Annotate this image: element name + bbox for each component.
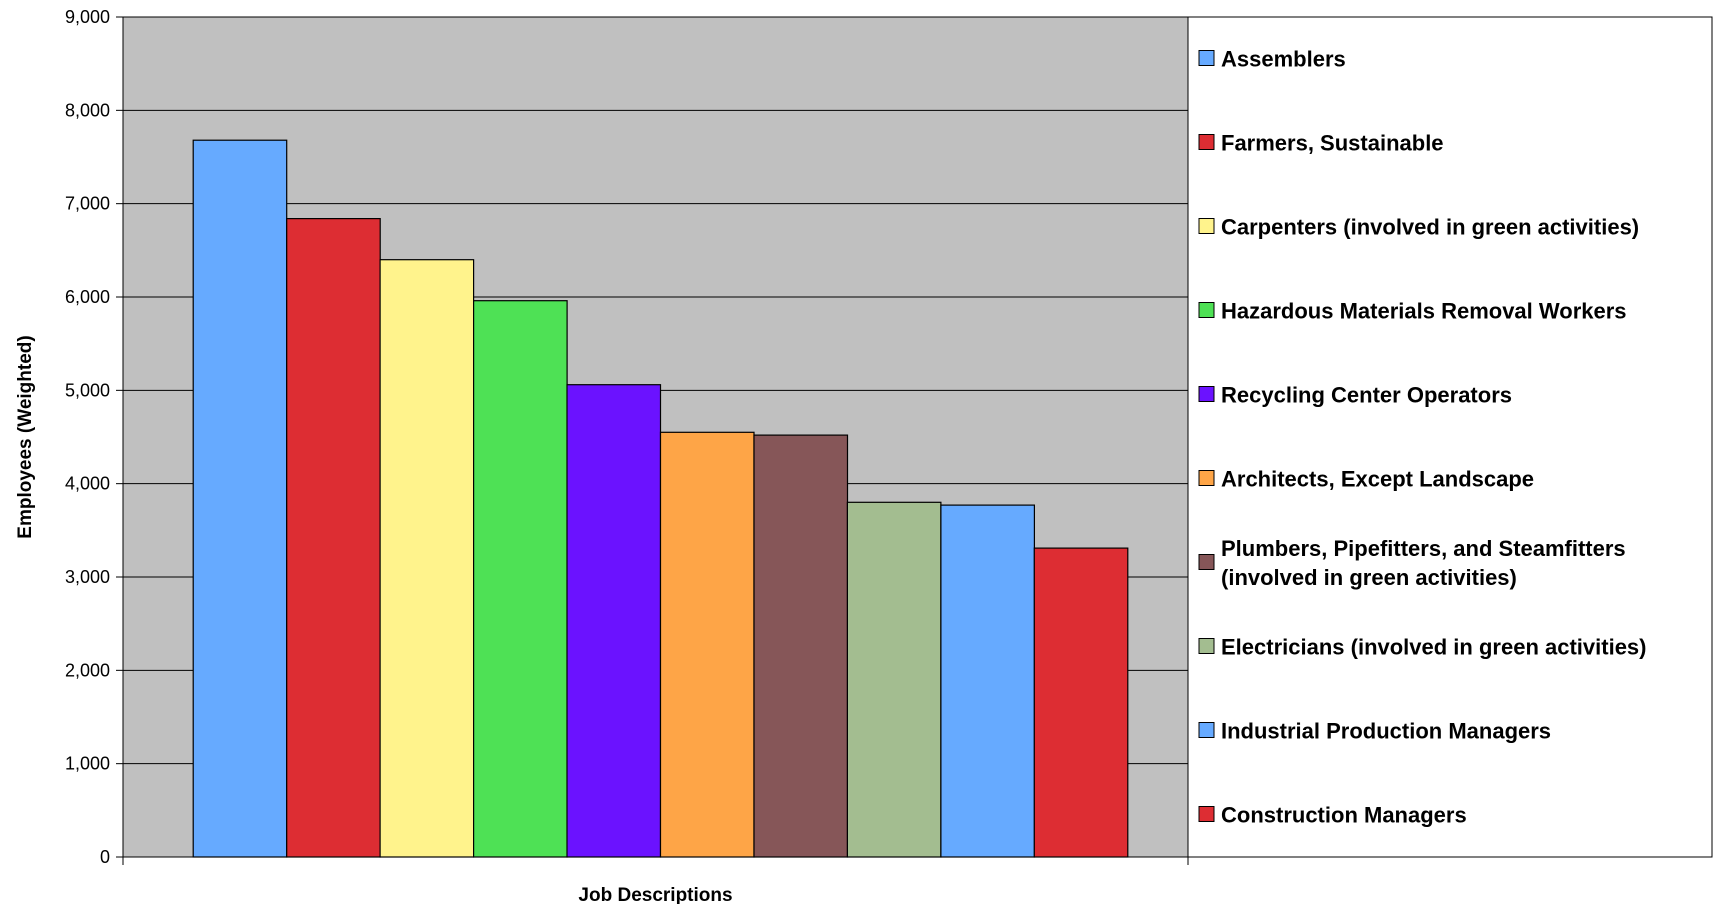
bar-3 xyxy=(379,259,475,858)
y-tick-label: 6,000 xyxy=(65,287,110,307)
legend-entries: Assemblers Farmers, Sustainable Carpenters… xyxy=(1198,47,1647,828)
legend-swatch xyxy=(1198,134,1215,150)
bars xyxy=(192,139,1129,858)
y-tick-label: 0 xyxy=(100,847,110,867)
y-tick-label: 7,000 xyxy=(65,194,110,214)
legend-swatch xyxy=(1198,302,1215,318)
legend-label: Construction Managers xyxy=(1221,803,1467,828)
bar-6 xyxy=(659,431,755,858)
y-tick-label: 5,000 xyxy=(65,380,110,400)
legend-label: Architects, Except Landscape xyxy=(1221,467,1534,492)
bar-5 xyxy=(566,384,662,858)
legend-label: Recycling Center Operators xyxy=(1221,383,1512,408)
legend-swatch xyxy=(1198,218,1215,234)
bar-2 xyxy=(286,218,381,858)
bar-7 xyxy=(753,434,849,858)
legend-label: (involved in green activities) xyxy=(1221,565,1517,590)
y-tick-label: 9,000 xyxy=(65,7,110,27)
axes xyxy=(116,16,1189,865)
legend-swatch xyxy=(1198,554,1215,570)
bar-8 xyxy=(846,501,942,858)
legend-swatch xyxy=(1198,386,1215,402)
legend-swatch xyxy=(1198,638,1215,654)
bar-1 xyxy=(192,139,288,858)
bar-9 xyxy=(940,504,1036,858)
legend-swatch xyxy=(1198,470,1215,486)
x-axis-title: Job Descriptions xyxy=(578,885,732,904)
y-tick-label: 4,000 xyxy=(65,474,110,494)
legend-label: Farmers, Sustainable xyxy=(1221,131,1444,156)
legend-label: Industrial Production Managers xyxy=(1221,719,1551,744)
legend-label: Assemblers xyxy=(1221,47,1346,72)
legend-swatch xyxy=(1198,806,1215,822)
legend-label: Carpenters (involved in green activities… xyxy=(1221,215,1639,240)
y-tick-label: 1,000 xyxy=(65,754,110,774)
y-tick-labels: 0 1,000 2,000 3,000 4,000 5,000 6,000 7,000 8,00… xyxy=(65,7,110,867)
y-tick-label: 2,000 xyxy=(65,660,110,680)
legend-label: Plumbers, Pipefitters, and Steamfitters xyxy=(1221,536,1626,561)
bar-10 xyxy=(1033,547,1129,858)
legend-swatch xyxy=(1198,722,1215,738)
legend-label: Hazardous Materials Removal Workers xyxy=(1221,299,1627,324)
y-tick-label: 3,000 xyxy=(65,567,110,587)
legend xyxy=(1187,16,1713,858)
legend-label: Electricians (involved in green activiti… xyxy=(1221,635,1647,660)
y-axis-title: Employees (Weighted) xyxy=(15,335,36,538)
bar-4 xyxy=(473,300,568,858)
legend-swatch xyxy=(1198,50,1215,66)
y-tick-label: 8,000 xyxy=(65,100,110,120)
